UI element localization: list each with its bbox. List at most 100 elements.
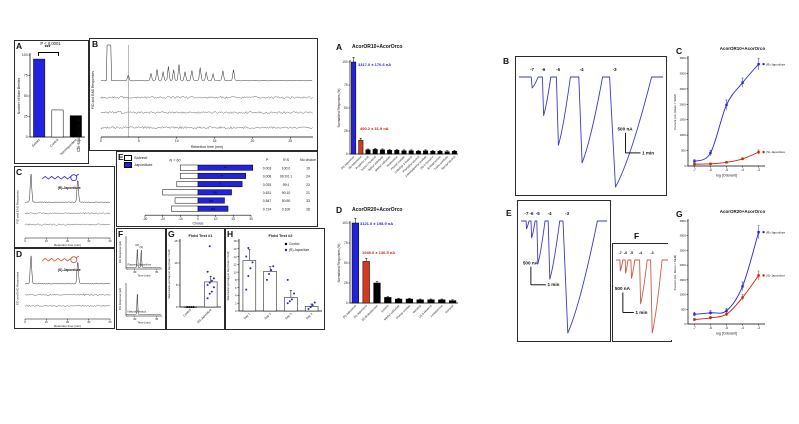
svg-text:-5: -5 [725,326,728,330]
svg-text:21: 21 [306,191,310,195]
svg-text:-3: -3 [757,326,760,330]
svg-text:-3: -3 [613,67,617,72]
choice-legend: Solvent Japonilure [124,154,152,168]
svg-text:500 nA: 500 nA [615,286,631,291]
or20-red-response-annotation: 1949.0 ± 130.5 nA [362,250,396,255]
panel-right-F: -7 -6 -5 -4 -3 500 nA 1 min [612,243,672,342]
svg-text:100: 100 [342,60,348,64]
svg-text:0.724: 0.724 [263,207,272,211]
svg-text:**: ** [224,166,227,170]
svg-text:-6: -6 [530,211,534,216]
svg-text:(R): (R) [135,243,139,247]
svg-text:log [Odorant]: log [Odorant] [716,174,737,178]
significance-stars: *** [44,45,51,51]
svg-text:-3: -3 [757,168,760,172]
panel-right-G: G 0 500 1000 1500 2000 2500 3000 3500 -7 -6 -5 -4 -3… [668,205,793,340]
panel-label-C2: C [676,46,683,56]
japonilure-swatch [124,161,132,168]
svg-text:10: 10 [45,320,49,324]
svg-text:100: 100 [22,53,28,57]
svg-text:99.9:0.1: 99.9:0.1 [280,175,292,179]
svg-text:Control: Control [182,308,192,318]
svg-text:-5: -5 [630,251,633,255]
svg-text:0: 0 [176,305,178,309]
svg-text:-6: -6 [709,326,712,330]
svg-text:5: 5 [138,139,140,143]
svg-text:Extract: Extract [31,138,41,148]
svg-text:0: 0 [100,139,102,143]
svg-text:0: 0 [197,217,199,221]
svg-text:500: 500 [681,307,686,311]
svg-text:-7: -7 [619,251,622,255]
svg-text:FID and EAD Responses: FID and EAD Responses [16,271,20,305]
svg-text:28: 28 [306,207,310,211]
svg-text:-5: -5 [556,67,560,72]
field-test-1-chart: 0 5 10 15 Male beetles per trap per day (mea… [168,233,221,325]
svg-text:Racemic Japonilure: Racemic Japonilure [128,263,152,267]
svg-text:Day 4: Day 4 [305,312,314,321]
svg-text:0: 0 [346,301,348,305]
svg-text:Natural Product: Natural Product [128,310,147,314]
svg-text:14: 14 [233,255,237,259]
svg-text:90:10: 90:10 [282,191,291,195]
svg-text:12: 12 [233,263,237,267]
svg-text:19: 19 [306,166,310,170]
legend-item-japonilure: Japonilure [124,161,152,168]
svg-text:1 min: 1 min [642,150,654,155]
r-japonilure-chromatogram: (R)-Japonilure 0 10 20 30 40 Retention time (m… [16,173,112,247]
svg-text:Choice: Choice [193,222,204,226]
or10-bar-title: AcorOR10+AcorOrco [352,44,403,50]
svg-text:2000: 2000 [680,263,687,267]
svg-text:-30: -30 [143,217,148,221]
gc-peak-comparison-plot: (R) (S) 30 35 Time (min) FID Response (pA) Rac… [118,236,162,325]
panel-left-F: F (R) (S) 30 35 Time (min) FID Response (pA) R… [116,228,166,330]
svg-text:Time (min): Time (min) [137,274,150,278]
svg-text:2: 2 [235,301,237,305]
svg-text:-6: -6 [709,168,712,172]
svg-text:(S)-Japonilure: (S)-Japonilure [58,268,81,272]
svg-text:3000: 3000 [680,71,687,75]
legend-label: Japonilure [134,162,153,167]
svg-text:-7: -7 [693,326,696,330]
svg-text:50: 50 [344,106,348,110]
or20-dose-response-chart: 0 500 1000 1500 2000 2500 3000 3500 -7 -6 -5 -4 -3 lo… [673,219,786,336]
svg-text:23: 23 [306,183,310,187]
p-value-annotation: P < 0.0001 [40,41,61,46]
svg-text:(S)-Japonilure: (S)-Japonilure [766,274,785,278]
or10-blue-response-annotation: 3317.0 ± 170.6 nA [358,62,392,67]
svg-text:50:50: 50:50 [282,199,291,203]
svg-text:4: 4 [235,294,237,298]
field-test-2-chart: 0 2 4 6 8 10 12 14 16 18 Male beetles per trap per… [227,233,322,321]
svg-text:50: 50 [344,261,348,265]
panel-label-F2: F [634,231,640,241]
svg-text:18: 18 [233,239,237,243]
svg-text:*: * [219,183,221,187]
svg-text:P: P [266,158,269,162]
svg-text:(R)-Japonilure: (R)-Japonilure [196,308,213,325]
svg-text:10: 10 [214,217,218,221]
svg-text:(R)-Japonilure: (R)-Japonilure [766,62,785,66]
legend-label: Solvent [134,155,148,160]
svg-text:75: 75 [24,74,28,78]
panel-right-A: A 0 25 50 75 100 Normalized Responses (%) (R)-… [335,42,460,214]
svg-text:40: 40 [108,320,112,324]
two-choice-behavior-chart: ** 0.003 100:0 19 ** 0.008 99.9:0.1 24 * 0.033 99:… [143,158,316,226]
svg-text:20: 20 [251,139,255,143]
or20-r-current-traces: -7 -6 -5 -4 -3 500 nA 1 min [521,211,607,334]
svg-text:Field Test #1: Field Test #1 [189,233,214,238]
svg-text:24: 24 [306,175,310,179]
svg-text:10: 10 [174,261,178,265]
solvent-swatch [124,154,132,161]
svg-text:2500: 2500 [680,248,687,252]
svg-text:Day 1: Day 1 [243,312,252,321]
svg-text:Solvent: Solvent [380,304,390,314]
panel-label-B2: B [503,56,510,66]
svg-text:1 min: 1 min [547,282,559,287]
svg-text:-4: -4 [580,67,584,72]
svg-text:Retention time (min): Retention time (min) [54,243,81,247]
svg-text:ns: ns [209,199,213,203]
svg-text:0.003: 0.003 [263,166,272,170]
svg-text:-4: -4 [741,326,744,330]
